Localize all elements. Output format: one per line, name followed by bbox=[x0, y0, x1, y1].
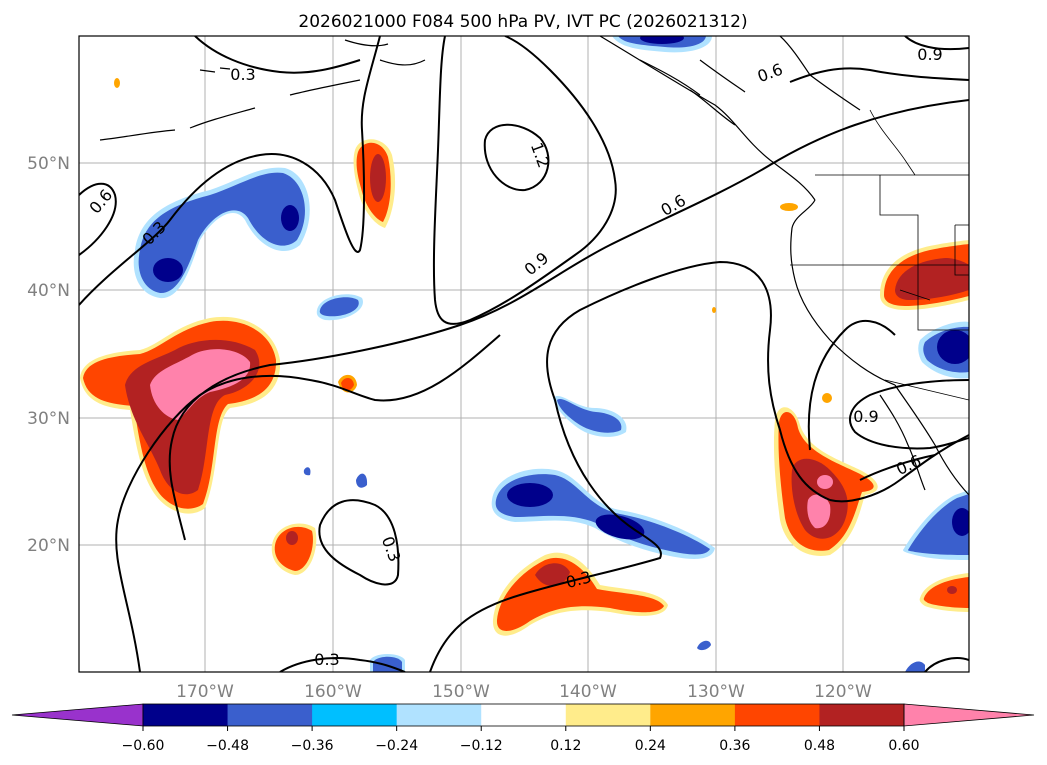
colorbar-tick-label: −0.12 bbox=[460, 738, 503, 754]
colorbar: −0.60 −0.48 −0.36 −0.24 −0.12 0.12 0.24 0.36 0.4… bbox=[11, 703, 1035, 754]
lon-label: 160°W bbox=[304, 682, 362, 702]
colorbar-tick-label: −0.24 bbox=[375, 738, 418, 754]
map-frame bbox=[78, 35, 970, 673]
colorbar-tick-label: 0.24 bbox=[635, 738, 666, 754]
colorbar-tick-label: −0.60 bbox=[122, 738, 165, 754]
lon-label: 140°W bbox=[559, 682, 617, 702]
contour-0p3-bottom bbox=[279, 657, 406, 672]
contour-0p3-top bbox=[194, 36, 361, 74]
colorbar-segment bbox=[819, 704, 905, 726]
contour-label: 0.3 bbox=[230, 65, 255, 84]
colorbar-segment bbox=[227, 704, 313, 726]
neg-blob-subtropical bbox=[491, 468, 715, 559]
latitude-axis: 50°N 40°N 30°N 20°N bbox=[27, 154, 70, 556]
lat-label: 30°N bbox=[27, 409, 70, 429]
colorbar-frame bbox=[142, 703, 905, 727]
colorbar-tick-label: 0.12 bbox=[550, 738, 581, 754]
lon-label: 170°W bbox=[176, 682, 234, 702]
colorbar-tick-label: −0.36 bbox=[291, 738, 334, 754]
colorbar-tick-label: 0.60 bbox=[888, 738, 919, 754]
neg-blob-small-40n bbox=[316, 294, 363, 321]
contour-0p3-right-bottom bbox=[924, 657, 969, 672]
positive-pv-anomalies bbox=[80, 78, 969, 636]
colorbar-segment bbox=[481, 704, 567, 726]
contour-0p3-south-loop bbox=[318, 499, 400, 586]
colorbar-segment bbox=[565, 704, 651, 726]
colorbar-segment bbox=[396, 704, 482, 726]
neg-blob-central bbox=[553, 395, 627, 437]
map-area: 0.3 0.6 0.3 1.2 0.9 0.6 0.6 0.9 0.9 0.6 … bbox=[79, 36, 969, 672]
colorbar-segment bbox=[143, 704, 229, 726]
contour-label: 0.9 bbox=[853, 407, 878, 426]
contour-0p6-west bbox=[79, 36, 381, 306]
colorbar-segment bbox=[734, 704, 820, 726]
colorbar-extend-max bbox=[903, 703, 1035, 727]
contour-0p6-big-loop bbox=[429, 260, 969, 672]
contour-0p6-east bbox=[789, 67, 969, 481]
contour-0p9-topright bbox=[904, 36, 969, 51]
lon-label: 150°W bbox=[432, 682, 490, 702]
longitude-axis: 170°W 160°W 150°W 140°W 130°W 120°W bbox=[176, 682, 872, 702]
contour-0p9-sweep bbox=[79, 99, 969, 541]
neg-blob-north-pacific bbox=[133, 167, 310, 299]
colorbar-segments bbox=[11, 703, 1035, 727]
lat-label: 50°N bbox=[27, 154, 70, 174]
lat-label: 40°N bbox=[27, 281, 70, 301]
neg-blob-bottom bbox=[303, 467, 925, 672]
colorbar-extend-min bbox=[11, 703, 144, 727]
lon-label: 130°W bbox=[687, 682, 745, 702]
contour-0p3-west bbox=[115, 334, 501, 672]
contour-1p2 bbox=[483, 123, 550, 192]
colorbar-tick-label: 0.48 bbox=[804, 738, 835, 754]
colorbar-segment bbox=[650, 704, 736, 726]
pos-blob-20n bbox=[271, 523, 317, 575]
contour-0p6-north bbox=[432, 36, 617, 325]
neg-blob-alaska-top bbox=[612, 36, 712, 53]
pos-blob-mexico-south bbox=[919, 573, 969, 612]
contour-0p9-east bbox=[807, 320, 969, 451]
pos-blob-south-central bbox=[492, 552, 668, 636]
contour-label: 0.9 bbox=[917, 45, 942, 64]
pos-blob-baja bbox=[773, 407, 878, 556]
pv-contours bbox=[79, 36, 969, 672]
colorbar-tick-label: −0.48 bbox=[206, 738, 249, 754]
pos-blob-great-basin bbox=[880, 240, 969, 310]
colorbar-ticks: −0.60 −0.48 −0.36 −0.24 −0.12 0.12 0.24 0.36 0.4… bbox=[122, 726, 920, 754]
contour-label: 0.3 bbox=[314, 650, 339, 669]
lon-label: 120°W bbox=[814, 682, 872, 702]
pos-small-dots bbox=[114, 78, 832, 403]
figure-title: 2026021000 F084 500 hPa PV, IVT PC (2026… bbox=[298, 12, 747, 32]
neg-blob-mexico bbox=[903, 490, 969, 560]
negative-pv-anomalies bbox=[133, 36, 969, 672]
lat-label: 20°N bbox=[27, 536, 70, 556]
coastlines bbox=[99, 36, 969, 496]
colorbar-segment bbox=[312, 704, 398, 726]
political-boundaries bbox=[790, 109, 969, 401]
colorbar-tick-label: 0.36 bbox=[719, 738, 750, 754]
neg-blob-southwest-us bbox=[918, 321, 969, 379]
